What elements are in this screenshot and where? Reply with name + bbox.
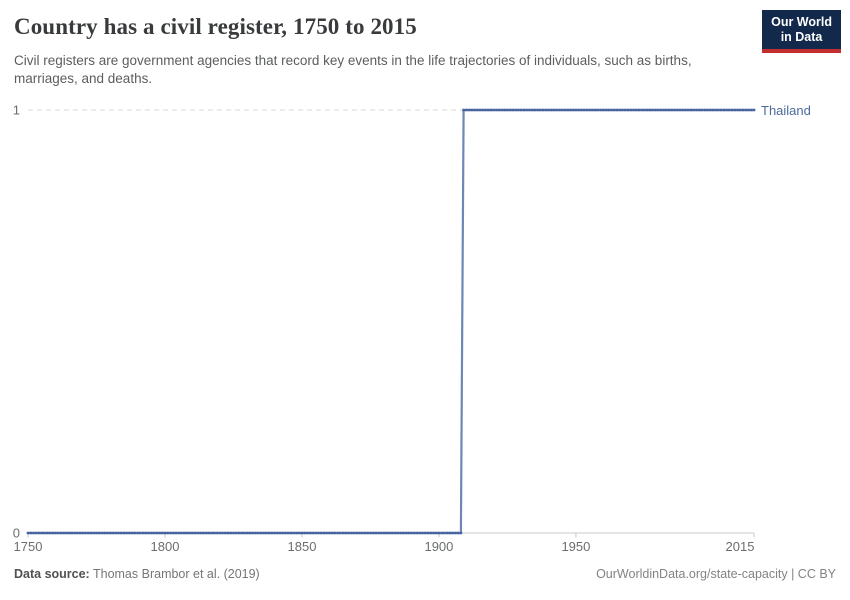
- x-tick-label-1800: 1800: [151, 539, 180, 554]
- x-tick-label-1750: 1750: [14, 539, 43, 554]
- thailand-series-line[interactable]: [28, 108, 754, 535]
- thailand-data-points: [26, 108, 756, 535]
- y-tick-label-1: 1: [13, 103, 20, 118]
- owid-logo-line1: Our World: [771, 15, 832, 29]
- owid-logo[interactable]: Our World in Data: [762, 10, 841, 53]
- data-source-value: Thomas Brambor et al. (2019): [92, 567, 260, 581]
- y-tick-label-0: 0: [13, 526, 20, 541]
- series-label-thailand[interactable]: Thailand: [761, 103, 811, 118]
- owid-logo-line2: in Data: [780, 30, 823, 45]
- x-tick-label-1900: 1900: [424, 539, 453, 554]
- chart-title: Country has a civil register, 1750 to 20…: [14, 14, 417, 39]
- x-tick-label-1850: 1850: [288, 539, 317, 554]
- credit-link[interactable]: OurWorldinData.org/state-capacity | CC B…: [596, 567, 836, 581]
- chart-footer: Data source: Thomas Brambor et al. (2019…: [0, 567, 850, 581]
- x-tick-label-2015: 2015: [726, 539, 755, 554]
- chart-subtitle: Civil registers are government agencies …: [14, 53, 692, 86]
- x-tick-label-1950: 1950: [561, 539, 590, 554]
- data-source: Data source: Thomas Brambor et al. (2019…: [14, 567, 260, 581]
- data-source-label: Data source:: [14, 567, 90, 581]
